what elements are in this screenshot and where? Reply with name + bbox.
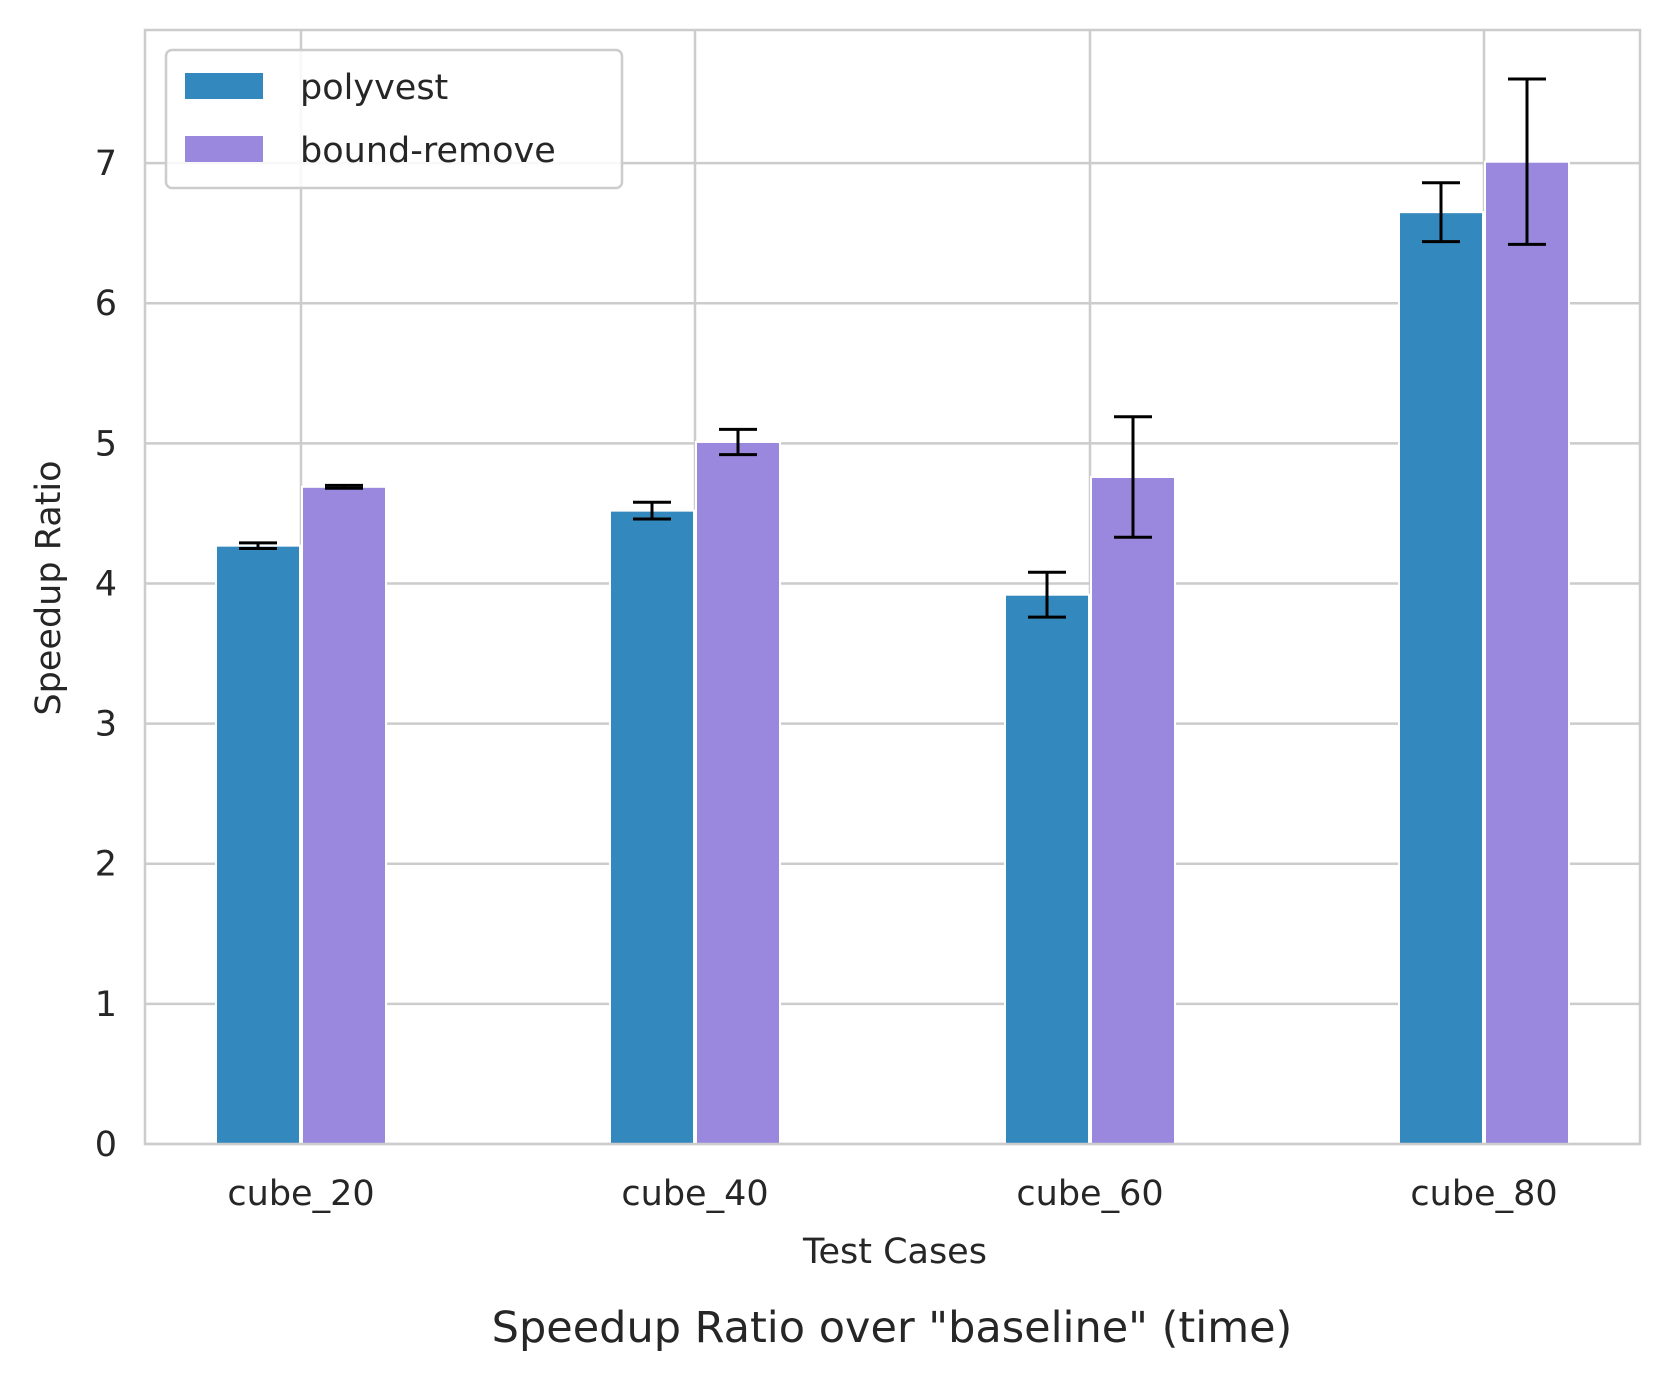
bar-bound-remove-cube_20 [301,485,387,1145]
y-tick-label: 4 [95,564,117,604]
y-axis-label: Speedup Ratio [29,460,69,715]
bar-bound-remove-cube_60 [1090,476,1176,1145]
legend-label-polyvest: polyvest [300,68,448,108]
x-tick-labels: cube_20 cube_40 cube_60 cube_80 [227,1174,1557,1214]
x-tick-label: cube_20 [227,1174,374,1214]
legend-swatch-polyvest [185,73,263,99]
legend-label-bound-remove: bound-remove [300,131,556,171]
y-tick-label: 2 [95,845,117,885]
bar-bound-remove-cube_80 [1484,160,1570,1145]
y-tick-label: 6 [95,284,117,324]
x-tick-label: cube_80 [1410,1174,1557,1214]
bar-polyvest-cube_60 [1004,593,1090,1145]
chart-title: Speedup Ratio over "baseline" (time) [492,1303,1293,1353]
x-tick-label: cube_40 [621,1174,768,1214]
bar-polyvest-cube_20 [215,544,301,1145]
y-tick-labels: 0 1 2 3 4 5 6 7 [95,144,117,1165]
plot-frame [143,28,1642,1146]
y-tick-label: 3 [95,705,117,745]
y-tick-label: 1 [95,985,117,1025]
error-bars [239,77,1546,619]
y-tick-label: 0 [95,1125,117,1165]
x-tick-label: cube_60 [1016,1174,1163,1214]
x-axis-label: Test Cases [802,1232,987,1272]
legend: polyvest bound-remove [164,48,624,190]
bar-polyvest-cube_40 [609,509,695,1145]
legend-frame [164,48,624,190]
bar-polyvest-cube_80 [1398,211,1484,1146]
y-tick-label: 5 [95,424,117,464]
bar-bound-remove-cube_40 [695,440,781,1146]
y-tick-label: 7 [95,144,117,184]
legend-swatch-bound-remove [185,136,263,162]
bars [215,160,1570,1146]
